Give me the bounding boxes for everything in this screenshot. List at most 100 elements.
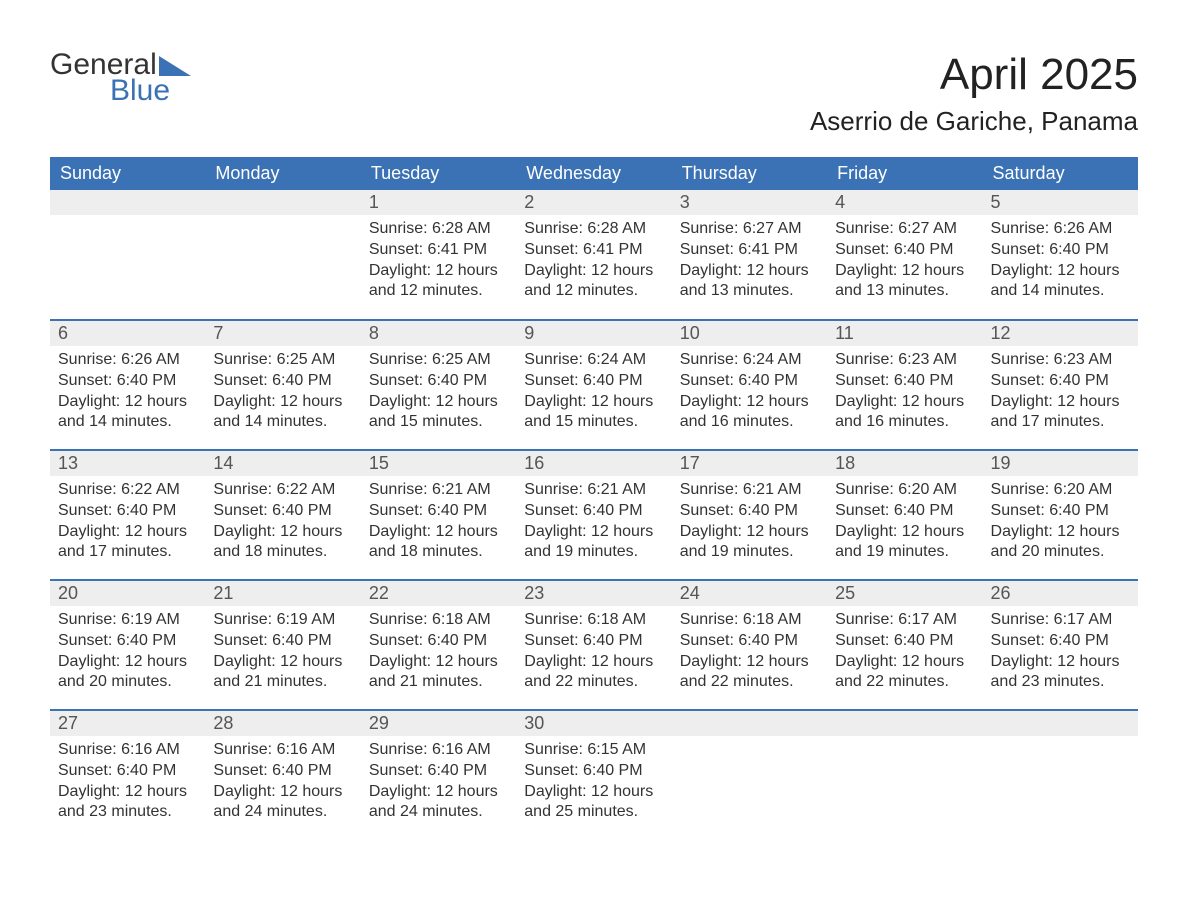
calendar-day-empty bbox=[983, 710, 1138, 840]
daylight-line: Daylight: 12 hours and 12 minutes. bbox=[369, 261, 508, 303]
sunrise-line: Sunrise: 6:24 AM bbox=[680, 350, 819, 371]
sunrise-line: Sunrise: 6:21 AM bbox=[524, 480, 663, 501]
day-body: Sunrise: 6:20 AMSunset: 6:40 PMDaylight:… bbox=[827, 476, 982, 571]
sunset-line: Sunset: 6:40 PM bbox=[524, 371, 663, 392]
calendar-day: 16Sunrise: 6:21 AMSunset: 6:40 PMDayligh… bbox=[516, 450, 671, 580]
sunset-line: Sunset: 6:40 PM bbox=[58, 371, 197, 392]
daylight-line: Daylight: 12 hours and 24 minutes. bbox=[213, 782, 352, 824]
sunset-line: Sunset: 6:40 PM bbox=[680, 501, 819, 522]
calendar-week-row: 1Sunrise: 6:28 AMSunset: 6:41 PMDaylight… bbox=[50, 190, 1138, 320]
daylight-line: Daylight: 12 hours and 14 minutes. bbox=[58, 392, 197, 434]
day-number: 20 bbox=[50, 581, 205, 606]
sunset-line: Sunset: 6:40 PM bbox=[835, 631, 974, 652]
sunrise-line: Sunrise: 6:23 AM bbox=[835, 350, 974, 371]
weekday-header: Sunday bbox=[50, 157, 205, 190]
weekday-header: Monday bbox=[205, 157, 360, 190]
calendar-day: 5Sunrise: 6:26 AMSunset: 6:40 PMDaylight… bbox=[983, 190, 1138, 320]
sunrise-line: Sunrise: 6:19 AM bbox=[58, 610, 197, 631]
sunrise-line: Sunrise: 6:19 AM bbox=[213, 610, 352, 631]
sunrise-line: Sunrise: 6:17 AM bbox=[835, 610, 974, 631]
calendar-day: 11Sunrise: 6:23 AMSunset: 6:40 PMDayligh… bbox=[827, 320, 982, 450]
daylight-line: Daylight: 12 hours and 16 minutes. bbox=[835, 392, 974, 434]
sunrise-line: Sunrise: 6:27 AM bbox=[835, 219, 974, 240]
day-body: Sunrise: 6:16 AMSunset: 6:40 PMDaylight:… bbox=[205, 736, 360, 831]
calendar-day: 28Sunrise: 6:16 AMSunset: 6:40 PMDayligh… bbox=[205, 710, 360, 840]
day-body: Sunrise: 6:25 AMSunset: 6:40 PMDaylight:… bbox=[361, 346, 516, 441]
day-body bbox=[983, 736, 1138, 748]
calendar-day: 19Sunrise: 6:20 AMSunset: 6:40 PMDayligh… bbox=[983, 450, 1138, 580]
sunset-line: Sunset: 6:40 PM bbox=[524, 761, 663, 782]
daylight-line: Daylight: 12 hours and 20 minutes. bbox=[58, 652, 197, 694]
sunrise-line: Sunrise: 6:28 AM bbox=[369, 219, 508, 240]
day-body bbox=[827, 736, 982, 748]
calendar-day: 14Sunrise: 6:22 AMSunset: 6:40 PMDayligh… bbox=[205, 450, 360, 580]
day-body bbox=[205, 215, 360, 227]
sunrise-line: Sunrise: 6:22 AM bbox=[58, 480, 197, 501]
daylight-line: Daylight: 12 hours and 19 minutes. bbox=[524, 522, 663, 564]
daylight-line: Daylight: 12 hours and 25 minutes. bbox=[524, 782, 663, 824]
daylight-line: Daylight: 12 hours and 21 minutes. bbox=[369, 652, 508, 694]
day-body: Sunrise: 6:16 AMSunset: 6:40 PMDaylight:… bbox=[50, 736, 205, 831]
day-number: 21 bbox=[205, 581, 360, 606]
day-number: 30 bbox=[516, 711, 671, 736]
sunset-line: Sunset: 6:41 PM bbox=[680, 240, 819, 261]
weekday-header: Thursday bbox=[672, 157, 827, 190]
day-body bbox=[672, 736, 827, 748]
day-body: Sunrise: 6:18 AMSunset: 6:40 PMDaylight:… bbox=[361, 606, 516, 701]
daylight-line: Daylight: 12 hours and 17 minutes. bbox=[58, 522, 197, 564]
day-number bbox=[672, 711, 827, 736]
sunset-line: Sunset: 6:40 PM bbox=[524, 631, 663, 652]
weekday-header: Tuesday bbox=[361, 157, 516, 190]
day-number: 26 bbox=[983, 581, 1138, 606]
daylight-line: Daylight: 12 hours and 15 minutes. bbox=[524, 392, 663, 434]
sunset-line: Sunset: 6:40 PM bbox=[58, 501, 197, 522]
day-number: 4 bbox=[827, 190, 982, 215]
daylight-line: Daylight: 12 hours and 18 minutes. bbox=[369, 522, 508, 564]
day-number: 13 bbox=[50, 451, 205, 476]
logo-flag-icon bbox=[159, 56, 191, 76]
day-body: Sunrise: 6:24 AMSunset: 6:40 PMDaylight:… bbox=[672, 346, 827, 441]
daylight-line: Daylight: 12 hours and 23 minutes. bbox=[991, 652, 1130, 694]
calendar-day-empty bbox=[50, 190, 205, 320]
sunset-line: Sunset: 6:40 PM bbox=[991, 501, 1130, 522]
day-number: 25 bbox=[827, 581, 982, 606]
day-body: Sunrise: 6:23 AMSunset: 6:40 PMDaylight:… bbox=[983, 346, 1138, 441]
day-body: Sunrise: 6:22 AMSunset: 6:40 PMDaylight:… bbox=[50, 476, 205, 571]
day-body: Sunrise: 6:27 AMSunset: 6:41 PMDaylight:… bbox=[672, 215, 827, 310]
calendar-day: 24Sunrise: 6:18 AMSunset: 6:40 PMDayligh… bbox=[672, 580, 827, 710]
day-body: Sunrise: 6:21 AMSunset: 6:40 PMDaylight:… bbox=[516, 476, 671, 571]
day-number: 8 bbox=[361, 321, 516, 346]
day-number bbox=[50, 190, 205, 215]
daylight-line: Daylight: 12 hours and 23 minutes. bbox=[58, 782, 197, 824]
sunset-line: Sunset: 6:40 PM bbox=[58, 631, 197, 652]
calendar-day: 13Sunrise: 6:22 AMSunset: 6:40 PMDayligh… bbox=[50, 450, 205, 580]
calendar-day: 30Sunrise: 6:15 AMSunset: 6:40 PMDayligh… bbox=[516, 710, 671, 840]
day-body bbox=[50, 215, 205, 227]
day-number: 15 bbox=[361, 451, 516, 476]
day-body: Sunrise: 6:18 AMSunset: 6:40 PMDaylight:… bbox=[672, 606, 827, 701]
daylight-line: Daylight: 12 hours and 14 minutes. bbox=[213, 392, 352, 434]
day-number: 14 bbox=[205, 451, 360, 476]
calendar-week-row: 20Sunrise: 6:19 AMSunset: 6:40 PMDayligh… bbox=[50, 580, 1138, 710]
day-body: Sunrise: 6:23 AMSunset: 6:40 PMDaylight:… bbox=[827, 346, 982, 441]
daylight-line: Daylight: 12 hours and 22 minutes. bbox=[835, 652, 974, 694]
sunset-line: Sunset: 6:40 PM bbox=[835, 240, 974, 261]
sunset-line: Sunset: 6:40 PM bbox=[369, 631, 508, 652]
calendar-day: 9Sunrise: 6:24 AMSunset: 6:40 PMDaylight… bbox=[516, 320, 671, 450]
daylight-line: Daylight: 12 hours and 14 minutes. bbox=[991, 261, 1130, 303]
calendar-table: SundayMondayTuesdayWednesdayThursdayFrid… bbox=[50, 157, 1138, 840]
sunset-line: Sunset: 6:40 PM bbox=[369, 761, 508, 782]
day-number bbox=[205, 190, 360, 215]
day-body: Sunrise: 6:21 AMSunset: 6:40 PMDaylight:… bbox=[361, 476, 516, 571]
day-body: Sunrise: 6:17 AMSunset: 6:40 PMDaylight:… bbox=[827, 606, 982, 701]
day-number: 10 bbox=[672, 321, 827, 346]
sunset-line: Sunset: 6:40 PM bbox=[835, 501, 974, 522]
day-body: Sunrise: 6:25 AMSunset: 6:40 PMDaylight:… bbox=[205, 346, 360, 441]
daylight-line: Daylight: 12 hours and 22 minutes. bbox=[680, 652, 819, 694]
daylight-line: Daylight: 12 hours and 17 minutes. bbox=[991, 392, 1130, 434]
day-body: Sunrise: 6:20 AMSunset: 6:40 PMDaylight:… bbox=[983, 476, 1138, 571]
day-body: Sunrise: 6:24 AMSunset: 6:40 PMDaylight:… bbox=[516, 346, 671, 441]
daylight-line: Daylight: 12 hours and 18 minutes. bbox=[213, 522, 352, 564]
calendar-day: 20 Sunrise: 6:19 AMSunset: 6:40 PMDayligh… bbox=[50, 580, 205, 710]
daylight-line: Daylight: 12 hours and 13 minutes. bbox=[680, 261, 819, 303]
